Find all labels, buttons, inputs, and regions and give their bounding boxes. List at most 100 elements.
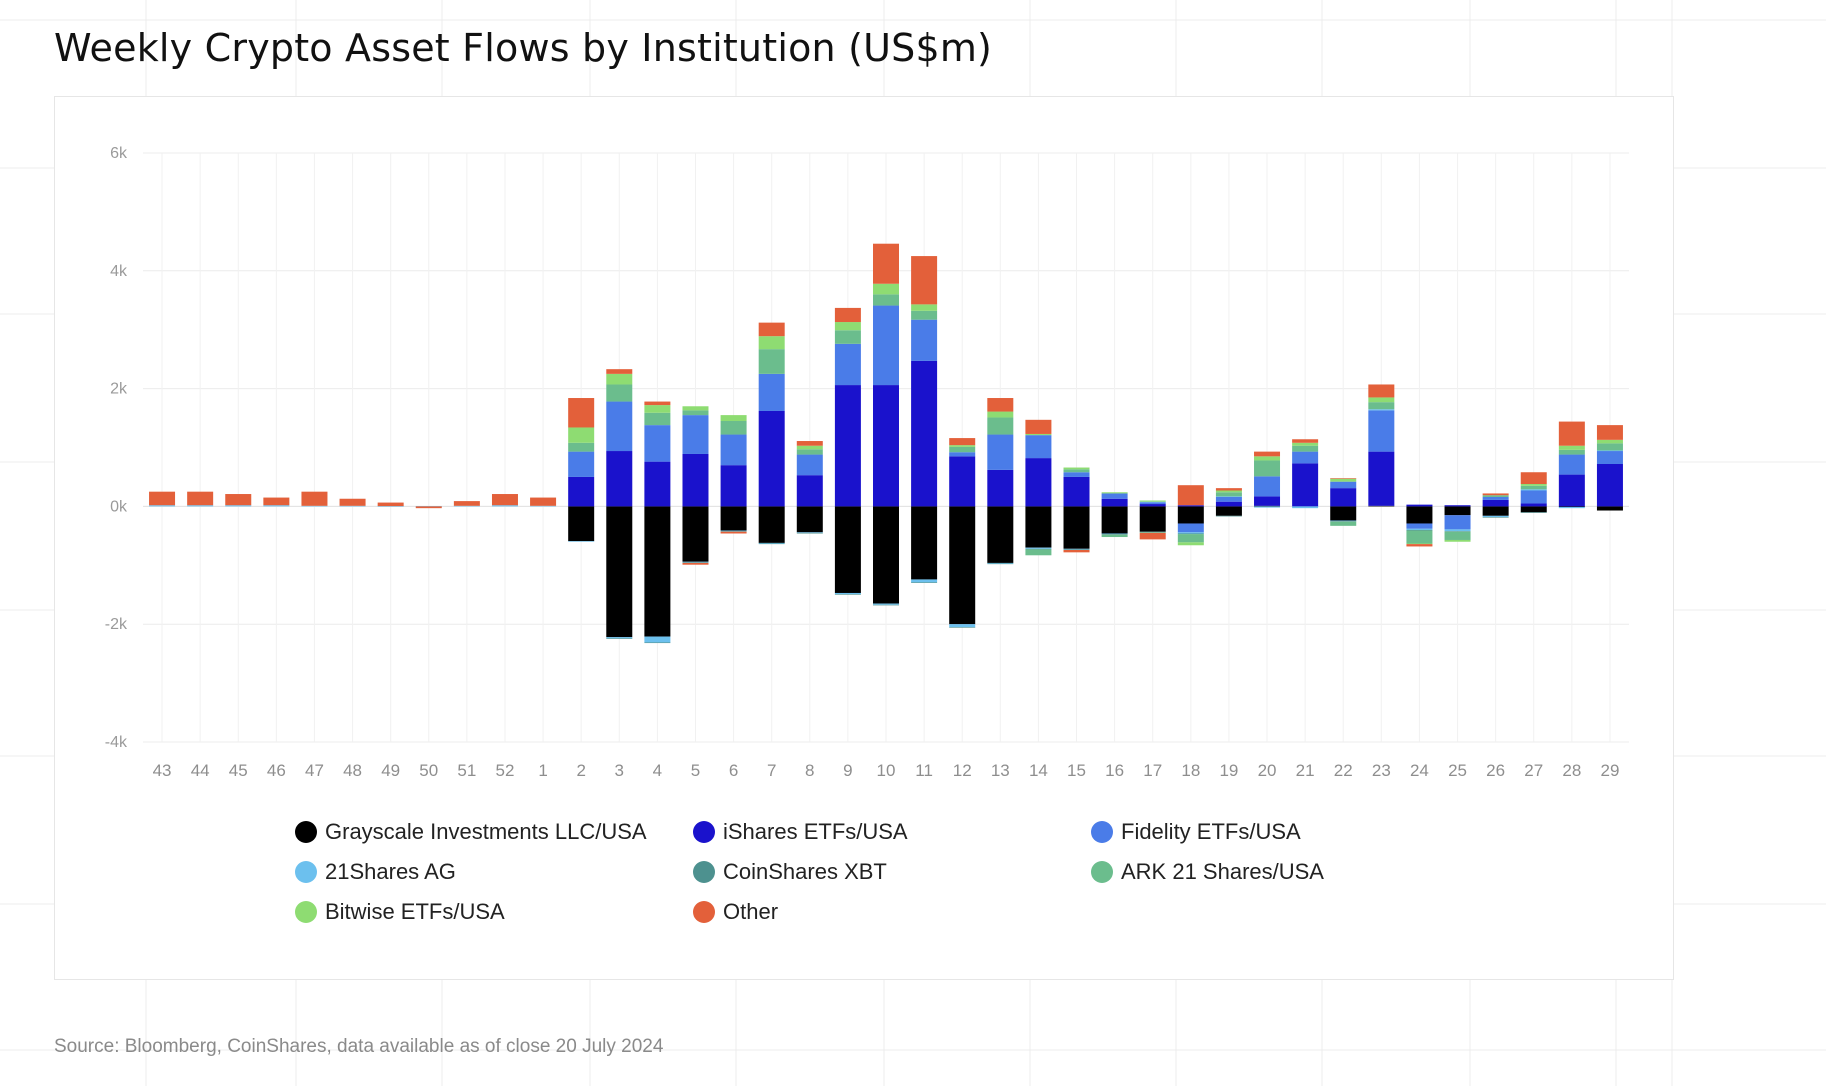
x-tick-label: 5: [691, 761, 700, 780]
legend-label-other: Other: [723, 899, 779, 924]
x-tick-label: 10: [877, 761, 896, 780]
legend-item-coinshares[interactable]: CoinShares XBT: [693, 859, 1091, 885]
bar-segment: [606, 638, 633, 639]
bar-segment: [987, 563, 1014, 565]
bar-segment: [1101, 534, 1128, 538]
bar-segment: [1025, 419, 1052, 434]
bar-segment: [568, 398, 595, 428]
bar-segment: [339, 498, 366, 506]
bar-segment: [644, 425, 671, 462]
bar-segment: [1330, 521, 1357, 526]
bar-segment: [1368, 409, 1395, 411]
bar-segment: [796, 441, 823, 446]
bar-segment: [1520, 472, 1547, 485]
legend-item-other[interactable]: Other: [693, 899, 1091, 925]
legend-swatch-fidelity: [1091, 821, 1113, 843]
bar-segment: [796, 475, 823, 507]
legend-swatch-ishares: [693, 821, 715, 843]
bar-segment: [1139, 501, 1166, 503]
bar-segment: [987, 469, 1014, 507]
bar-segment: [644, 642, 671, 644]
x-tick-label: 11: [915, 761, 933, 780]
x-tick-label: 4: [653, 761, 662, 780]
bar-segment: [606, 369, 633, 374]
y-axis: 6k 4k 2k 0k -2k -4k: [105, 145, 128, 751]
bar-segment: [1139, 531, 1166, 533]
bar-segment: [1520, 503, 1547, 507]
bar-segment: [796, 532, 823, 533]
bar-segment: [644, 401, 671, 406]
bar-segment: [720, 415, 747, 421]
bar-segment: [949, 446, 976, 453]
bar-segment: [644, 636, 671, 643]
bar-segment: [682, 406, 709, 411]
bar-segment: [720, 420, 747, 435]
bar-segment: [1482, 499, 1509, 507]
legend-item-grayscale[interactable]: Grayscale Investments LLC/USA: [295, 819, 693, 845]
x-tick-label: 6: [729, 761, 738, 780]
bar-segment: [1520, 489, 1547, 491]
bar-segment: [530, 505, 557, 507]
bar-segment: [1444, 515, 1471, 530]
chart-title: Weekly Crypto Asset Flows by Institution…: [54, 26, 993, 70]
bar-segment: [1406, 529, 1433, 531]
bar-segment: [1558, 449, 1585, 455]
bar-segment: [530, 497, 557, 506]
bar-segment: [949, 456, 976, 507]
bar-segment: [644, 461, 671, 507]
bar-segment: [301, 505, 328, 507]
bar-segment: [1215, 496, 1242, 502]
x-tick-label: 12: [953, 761, 972, 780]
bar-segment: [187, 491, 214, 506]
legend-item-fidelity[interactable]: Fidelity ETFs/USA: [1091, 819, 1489, 845]
bar-segment: [1558, 474, 1585, 507]
bar-segment: [1596, 451, 1623, 464]
bar-segment: [834, 385, 861, 507]
x-tick-label: 49: [381, 761, 400, 780]
bar-segment: [1254, 496, 1281, 506]
bar-segment: [873, 305, 899, 386]
x-tick-label: 15: [1067, 761, 1086, 780]
bar-segment: [1101, 534, 1128, 535]
bar-segment: [987, 562, 1014, 564]
bar-segment: [1406, 528, 1433, 530]
legend-item-bitwise[interactable]: Bitwise ETFs/USA: [295, 899, 693, 925]
bar-segment: [1101, 492, 1128, 494]
bar-segment: [1215, 490, 1242, 493]
legend-label-fidelity: Fidelity ETFs/USA: [1121, 819, 1301, 844]
bar-segment: [834, 594, 861, 595]
source-note: Source: Bloomberg, CoinShares, data avai…: [54, 1036, 664, 1057]
bar-segment: [758, 410, 785, 507]
bar-segment: [606, 373, 633, 385]
bar-segment: [987, 506, 1014, 563]
bar-segment: [1520, 484, 1547, 486]
bar-segment: [1177, 505, 1204, 507]
bar-segment: [1063, 549, 1090, 550]
legend-item-ark[interactable]: ARK 21 Shares/USA: [1091, 859, 1489, 885]
bar-segment: [1215, 492, 1242, 497]
bar-segment: [377, 506, 404, 507]
bar-segment: [1025, 433, 1052, 436]
bar-segment: [949, 445, 976, 447]
bar-segment: [1139, 502, 1166, 505]
bar-segment: [1101, 533, 1128, 535]
x-tick-label: 44: [191, 761, 210, 780]
bar-segment: [1101, 506, 1128, 534]
bar-segment: [911, 579, 938, 583]
bar-segment: [1063, 549, 1090, 553]
bar-segment: [1025, 458, 1052, 507]
bar-segment: [1444, 531, 1471, 532]
legend-label-ishares: iShares ETFs/USA: [723, 819, 908, 844]
legend-swatch-bitwise: [295, 901, 317, 923]
x-axis: 43 44 45 46 47 48 49 50 51 52 1 2 3 4 5 6 7 8 9 10 11 12 13 14 1…: [153, 761, 1620, 780]
bar-segment: [682, 410, 709, 416]
bar-segment: [453, 505, 480, 507]
x-tick-label: 26: [1486, 761, 1505, 780]
bar-segment: [568, 442, 595, 452]
bar-segment: [758, 336, 785, 350]
bar-segment: [1292, 463, 1319, 507]
legend-item-ishares[interactable]: iShares ETFs/USA: [693, 819, 1091, 845]
x-tick-label: 9: [843, 761, 852, 780]
bar-segment: [1558, 454, 1585, 475]
legend-item-21shares[interactable]: 21Shares AG: [295, 859, 693, 885]
